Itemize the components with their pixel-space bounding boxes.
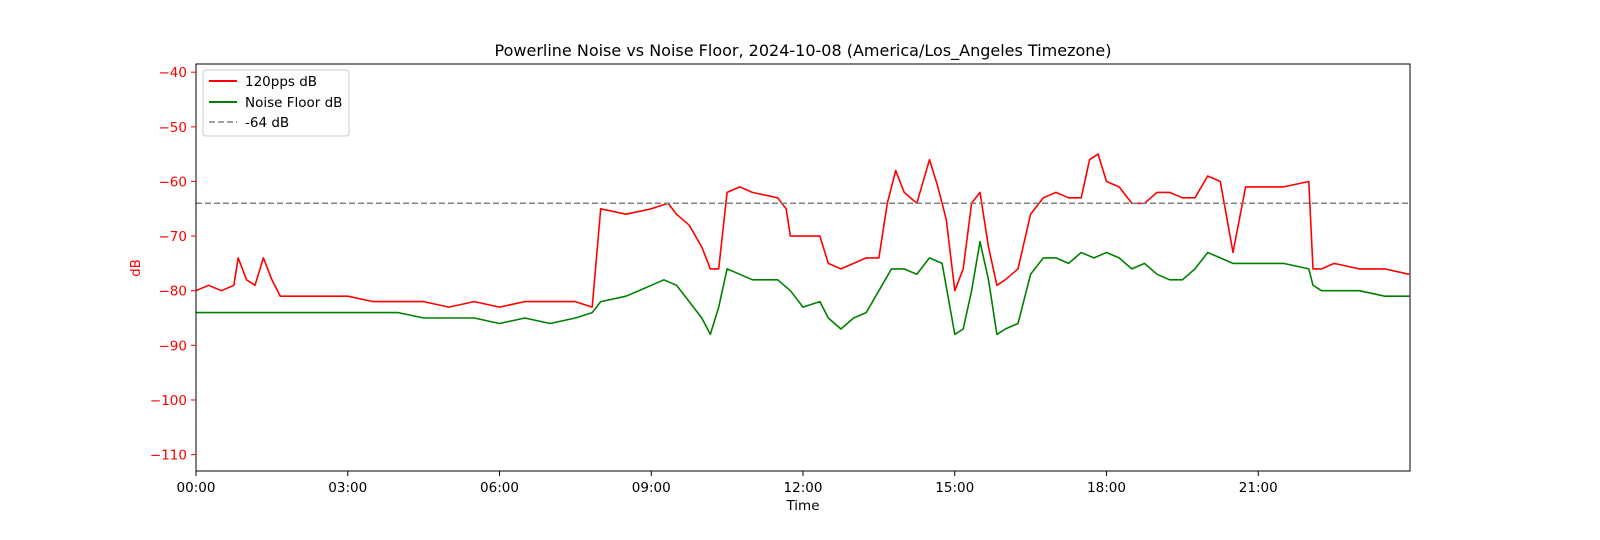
x-tick-label: 00:00 <box>177 480 216 496</box>
legend: 120pps dB Noise Floor dB -64 dB <box>202 69 350 137</box>
y-tick-label: −90 <box>159 338 188 354</box>
x-tick-label: 12:00 <box>784 480 823 496</box>
chart-title: Powerline Noise vs Noise Floor, 2024-10-… <box>495 41 1112 61</box>
y-axis-label: dB <box>128 259 144 277</box>
y-tick-label: −70 <box>159 229 188 245</box>
series-line-noise-floor-db <box>196 240 1410 336</box>
x-tick-label: 18:00 <box>1087 480 1126 496</box>
y-tick-label: −110 <box>150 448 187 464</box>
plot-area <box>195 63 1411 472</box>
x-axis: 00:00 03:00 06:00 09:00 12:00 15:00 18:00 21:00 <box>177 471 1278 496</box>
y-tick-label: −50 <box>159 120 188 136</box>
x-tick-label: 15:00 <box>935 480 974 496</box>
x-tick-label: 21:00 <box>1239 480 1278 496</box>
legend-label-threshold: -64 dB <box>245 115 289 131</box>
x-tick-label: 09:00 <box>632 480 671 496</box>
plot-background <box>196 64 1410 471</box>
legend-frame <box>202 69 350 137</box>
y-tick-label: −80 <box>159 284 188 300</box>
x-axis-label: Time <box>785 498 819 514</box>
y-tick-label: −60 <box>159 174 188 190</box>
x-tick-label: 06:00 <box>480 480 519 496</box>
legend-label-120pps: 120pps dB <box>245 74 317 90</box>
y-tick-label: −100 <box>150 393 187 409</box>
series-line-120pps-db <box>196 153 1410 308</box>
legend-label-noise-floor: Noise Floor dB <box>245 95 342 111</box>
y-axis: −40 −50 −60 −70 −80 −90 −100 −110 <box>150 65 196 464</box>
y-tick-label: −40 <box>159 65 188 81</box>
series-layer <box>196 153 1410 336</box>
x-tick-label: 03:00 <box>328 480 367 496</box>
